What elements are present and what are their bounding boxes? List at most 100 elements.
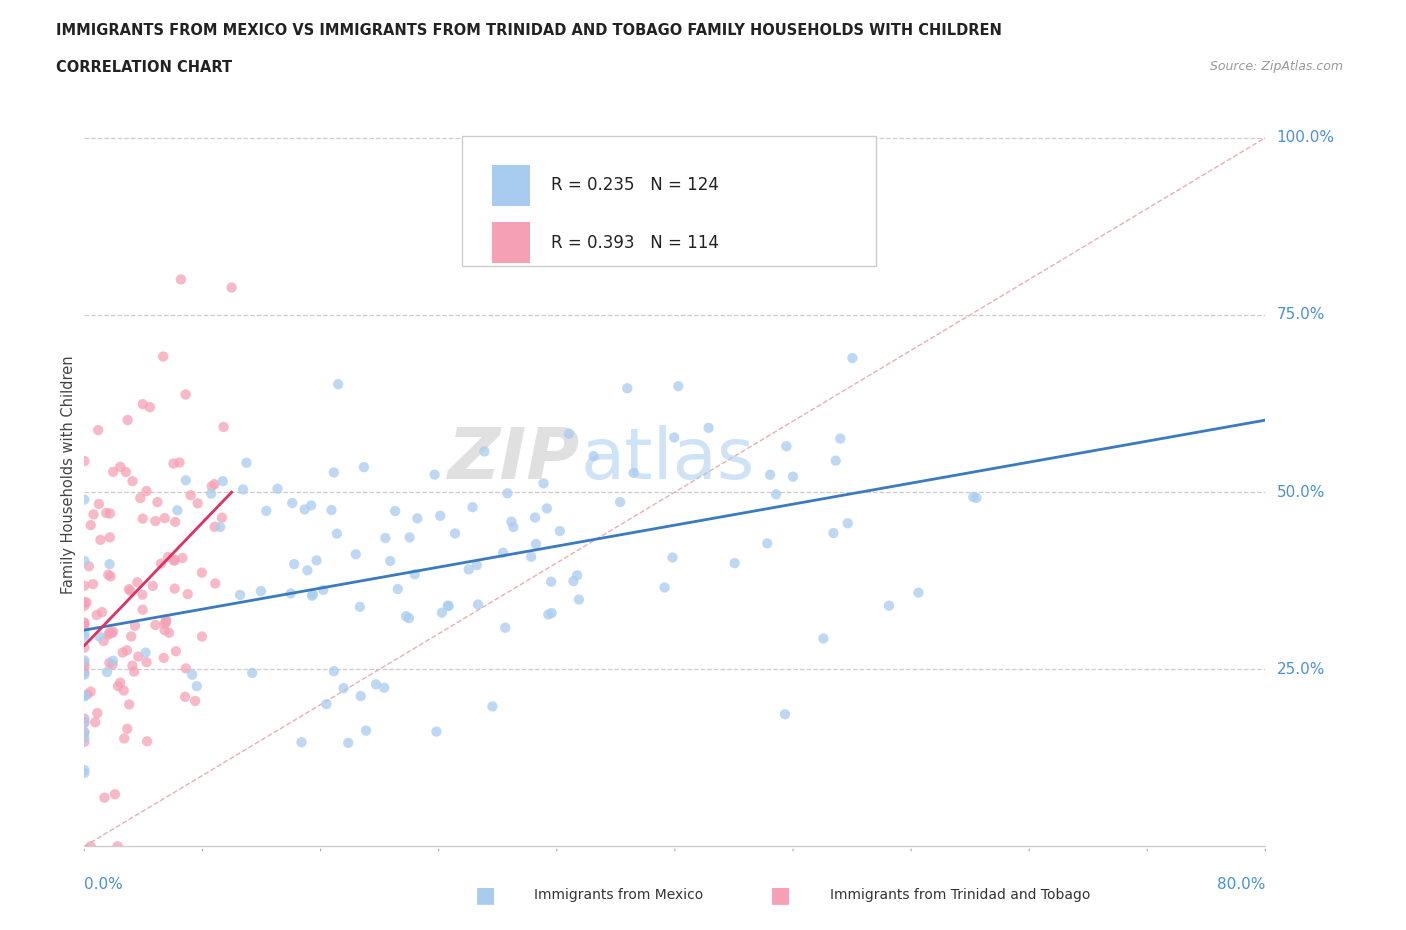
- Point: [181, 667, 204, 682]
- Point: [423, 467, 446, 482]
- Point: [773, 707, 796, 722]
- Point: [73, 765, 96, 780]
- Point: [496, 485, 519, 500]
- Point: [153, 617, 176, 631]
- Point: [524, 510, 547, 525]
- Point: [155, 615, 177, 630]
- Point: [502, 520, 524, 535]
- Point: [131, 587, 153, 602]
- Point: [328, 377, 350, 392]
- Point: [830, 432, 852, 446]
- Point: [101, 657, 124, 671]
- Point: [962, 489, 984, 504]
- Text: 75.0%: 75.0%: [1277, 308, 1324, 323]
- Point: [146, 495, 169, 510]
- Text: ■: ■: [770, 884, 790, 905]
- Point: [782, 470, 804, 485]
- Point: [76, 595, 98, 610]
- Point: [152, 650, 174, 665]
- Point: [235, 456, 257, 471]
- Point: [73, 626, 96, 641]
- Point: [723, 556, 745, 571]
- Point: [101, 653, 124, 668]
- Point: [301, 589, 323, 604]
- Point: [232, 482, 254, 497]
- Point: [98, 530, 121, 545]
- Point: [524, 537, 547, 551]
- Point: [73, 553, 96, 568]
- Point: [457, 562, 479, 577]
- Point: [501, 514, 523, 529]
- Point: [135, 655, 157, 670]
- Point: [254, 503, 277, 518]
- Point: [155, 612, 177, 627]
- Point: [91, 604, 114, 619]
- Point: [823, 525, 845, 540]
- Point: [283, 557, 305, 572]
- Point: [174, 689, 197, 704]
- Point: [204, 519, 226, 534]
- Point: [97, 567, 120, 582]
- Point: [110, 459, 132, 474]
- Point: [79, 839, 101, 854]
- Point: [135, 484, 157, 498]
- Point: [73, 724, 96, 739]
- Point: [98, 506, 121, 521]
- Point: [290, 735, 312, 750]
- Point: [120, 583, 142, 598]
- Point: [374, 530, 396, 545]
- Point: [813, 631, 835, 646]
- Point: [76, 687, 98, 702]
- Point: [174, 661, 197, 676]
- Point: [349, 600, 371, 615]
- Point: [73, 730, 96, 745]
- Point: [323, 664, 346, 679]
- FancyBboxPatch shape: [492, 165, 530, 206]
- Point: [117, 413, 139, 428]
- Point: [121, 473, 143, 488]
- Point: [200, 486, 222, 501]
- Point: [425, 724, 447, 739]
- Point: [398, 530, 420, 545]
- Point: [326, 526, 349, 541]
- Point: [321, 502, 343, 517]
- Point: [280, 586, 302, 601]
- Point: [73, 689, 96, 704]
- Point: [73, 725, 96, 740]
- Point: [492, 545, 515, 560]
- Point: [841, 351, 863, 365]
- Point: [73, 653, 96, 668]
- Point: [186, 679, 208, 694]
- Point: [165, 552, 187, 567]
- Point: [73, 578, 96, 593]
- Point: [177, 587, 200, 602]
- Point: [73, 492, 96, 507]
- Point: [87, 497, 110, 512]
- Point: [332, 681, 354, 696]
- Point: [129, 491, 152, 506]
- Point: [312, 582, 335, 597]
- Point: [80, 684, 103, 699]
- Point: [387, 581, 409, 596]
- Text: Immigrants from Mexico: Immigrants from Mexico: [534, 887, 703, 902]
- Point: [110, 675, 132, 690]
- Point: [494, 620, 516, 635]
- Point: [121, 658, 143, 673]
- Point: [145, 513, 167, 528]
- FancyBboxPatch shape: [463, 136, 876, 266]
- Point: [398, 611, 420, 626]
- Point: [354, 724, 377, 738]
- Point: [83, 507, 105, 522]
- Point: [73, 763, 96, 777]
- Point: [163, 581, 186, 596]
- Point: [461, 499, 484, 514]
- Point: [101, 624, 124, 639]
- Point: [93, 633, 115, 648]
- Text: R = 0.393   N = 114: R = 0.393 N = 114: [551, 233, 718, 251]
- Point: [73, 618, 96, 633]
- Point: [98, 557, 121, 572]
- Point: [73, 615, 96, 630]
- Text: 100.0%: 100.0%: [1277, 130, 1334, 145]
- Point: [112, 684, 135, 698]
- Point: [127, 575, 149, 590]
